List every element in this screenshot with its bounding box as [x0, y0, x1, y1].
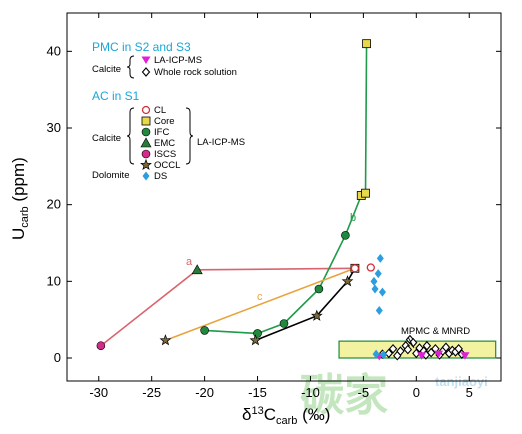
legend-brace-calcite — [126, 107, 135, 165]
y-tick-label: 10 — [47, 273, 61, 288]
point-pmc-whole-rock-solution — [393, 350, 402, 361]
y-tick-label: 20 — [47, 197, 61, 212]
point-ifc — [341, 231, 350, 240]
legend-item-occl: OCCL — [154, 160, 180, 171]
legend-method-label: LA-ICP-MS — [197, 137, 245, 148]
legend-heading-ac: AC in S1 — [92, 89, 140, 103]
point-ds — [370, 276, 378, 286]
legend-item-core: Core — [154, 116, 175, 127]
legend-marker-cl — [141, 105, 151, 115]
legend-ac-markers — [140, 105, 152, 181]
legend-group-ac-calcite: Calcite — [92, 133, 121, 144]
x-tick-label: -5 — [358, 385, 370, 400]
legend-marker-emc — [140, 137, 152, 148]
x-tick-label: -30 — [89, 385, 108, 400]
series-lines-layer — [100, 43, 368, 347]
series-line-c — [165, 267, 356, 342]
legend-item-cl: CL — [154, 105, 166, 116]
point-occl — [249, 334, 262, 346]
legend-item-pmc-wr: Whole rock solution — [154, 67, 237, 78]
point-cl — [366, 263, 375, 272]
x-tick-label: -20 — [195, 385, 214, 400]
point-pmc-la-icp-ms — [460, 352, 470, 360]
legend-marker-core — [141, 116, 151, 126]
y-tick-label: 30 — [47, 120, 61, 135]
axis-ticks: -30 -25 -20 -15 -10 -5 0 5 0 10 20 30 40 — [47, 13, 501, 400]
legend-marker-pmc-la-icon — [141, 56, 151, 64]
point-ifc — [200, 326, 209, 335]
point-pmc-whole-rock-solution — [454, 343, 463, 354]
series-line-b — [204, 43, 368, 335]
point-pmc-whole-rock-solution — [403, 344, 413, 355]
point-ds — [378, 287, 386, 297]
point-cl — [350, 264, 360, 273]
point-core — [361, 188, 370, 198]
annotation-line-b: b — [350, 212, 356, 224]
data-points-layer — [96, 39, 470, 361]
x-tick-label: -25 — [142, 385, 161, 400]
legend-marker-iscs — [141, 149, 151, 159]
x-tick-label: 5 — [466, 385, 473, 400]
legend-heading-pmc: PMC in S2 and S3 — [92, 40, 191, 54]
point-ds — [371, 284, 379, 294]
annotation-line-c: c — [257, 291, 263, 303]
legend-marker-pmc-wr-icon — [141, 67, 151, 77]
legend-item-pmc-la: LA-ICP-MS — [154, 55, 202, 66]
point-ds — [372, 349, 380, 359]
x-tick-label: -15 — [248, 385, 267, 400]
point-occl — [310, 309, 323, 321]
point-pmc-whole-rock-solution — [441, 342, 451, 353]
series-line-occl — [255, 267, 356, 342]
x-axis-title: δ13Ccarb (‰) — [242, 405, 330, 427]
legend-marker-occl — [140, 158, 152, 171]
point-pmc-la-icp-ms — [434, 350, 444, 359]
point-ifc — [314, 284, 324, 294]
point-occl — [159, 334, 172, 346]
annotation-line-a: a — [186, 256, 193, 268]
y-axis-title: Ucarb (ppm) — [9, 157, 31, 240]
point-core — [362, 39, 371, 49]
legend-item-emc: EMC — [154, 138, 175, 149]
legend-group-pmc-calcite: Calcite — [92, 64, 121, 75]
y-tick-label: 0 — [54, 350, 61, 365]
point-pmc-whole-rock-solution — [388, 343, 398, 354]
point-ds — [380, 350, 388, 360]
series-line-a — [100, 267, 355, 347]
legend-item-iscs: ISCS — [154, 149, 176, 160]
legend-marker-pmc-la — [141, 56, 151, 64]
point-ds — [375, 305, 383, 315]
point-pmc-whole-rock-solution — [422, 340, 432, 351]
point-occl — [341, 275, 354, 287]
point-ds — [374, 269, 382, 279]
legend-item-ifc: IFC — [154, 127, 169, 138]
point-pmc-whole-rock-solution — [412, 348, 421, 359]
point-ds — [376, 253, 384, 263]
watermark-cn-text: 碳家 — [300, 371, 388, 420]
plot-frame — [66, 12, 502, 382]
legend-brace-method — [185, 107, 194, 165]
y-tick-label: 40 — [47, 43, 61, 58]
legend-group-ac-dolomite: Dolomite — [92, 170, 130, 181]
legend-marker-ifc — [141, 127, 151, 137]
legend-item-ds: DS — [154, 171, 167, 182]
point-pmc-la-icp-ms — [417, 352, 427, 360]
box-label-leader — [407, 336, 415, 349]
annotation-box-label: MPMC & MNRD — [401, 326, 470, 337]
x-tick-label: 0 — [413, 385, 420, 400]
legend-marker-ds — [142, 171, 150, 181]
point-ifc — [279, 319, 289, 328]
x-tick-label: -10 — [301, 385, 320, 400]
legend: PMC in S2 and S3 Calcite LA-ICP-MS Whole… — [92, 40, 245, 182]
legend-marker-pmc-wr — [141, 67, 151, 77]
point-pmc-whole-rock-solution — [384, 348, 394, 359]
point-emc — [191, 264, 203, 275]
legend-brace-pmc — [126, 55, 135, 79]
point-iscs — [96, 341, 106, 351]
